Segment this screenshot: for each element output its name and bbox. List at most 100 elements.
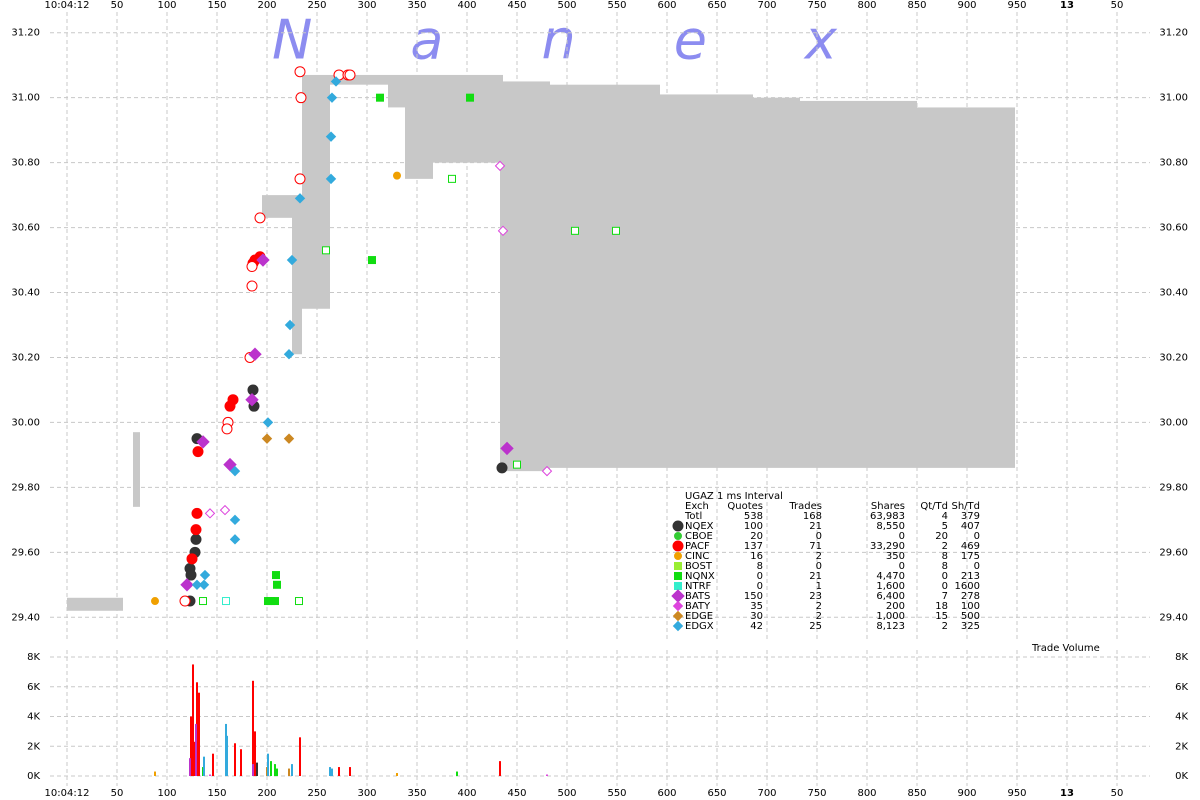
trade-marker xyxy=(223,457,237,472)
watermark: Nanex xyxy=(272,9,935,72)
legend-stat: 2 xyxy=(942,621,948,632)
legend-stat: 2 xyxy=(816,611,822,622)
legend-stat: 21 xyxy=(809,571,822,582)
trade-marker xyxy=(466,93,474,102)
trade-marker xyxy=(295,597,303,606)
legend-marker xyxy=(672,600,684,612)
legend-stat: 2 xyxy=(942,541,948,552)
legend-stat: 1,600 xyxy=(876,581,905,592)
x-tick-label: 650 xyxy=(707,0,726,11)
legend-stat: 200 xyxy=(886,601,905,612)
trade-marker xyxy=(283,433,295,444)
nbbo-spread xyxy=(388,74,405,108)
legend-stat: 25 xyxy=(809,621,822,632)
legend-header: Qt/Td xyxy=(920,501,948,512)
legend-stat: 18 xyxy=(935,601,948,612)
y-tick-label: 30.20 xyxy=(1159,352,1188,363)
x-tick-label: 13 xyxy=(1060,0,1074,11)
x-tick-label: 800 xyxy=(857,788,876,799)
trade-marker xyxy=(199,569,211,581)
legend-stat: 71 xyxy=(809,541,822,552)
x-tick-label: 550 xyxy=(607,788,626,799)
trade-marker xyxy=(344,69,356,81)
trade-marker xyxy=(186,553,198,565)
trade-marker xyxy=(191,507,203,519)
trade-marker xyxy=(612,226,620,235)
y-tick-label: 30.80 xyxy=(11,158,40,169)
x-tick-label: 700 xyxy=(757,788,776,799)
nbbo-spread xyxy=(800,100,917,468)
trade-marker xyxy=(286,254,298,266)
y2-tick-label: 4K xyxy=(27,712,40,723)
y-tick-label: 29.40 xyxy=(11,612,40,623)
trade-marker xyxy=(190,533,202,545)
legend-stat: 7 xyxy=(942,591,948,602)
trade-marker xyxy=(198,579,210,591)
x-tick-label: 800 xyxy=(857,0,876,11)
legend-stat: 0 xyxy=(899,561,905,572)
x-tick-label: 400 xyxy=(457,788,476,799)
legend-stat: 30 xyxy=(750,611,763,622)
x-tick-label: 450 xyxy=(507,0,526,11)
y-tick-label: 29.80 xyxy=(11,482,40,493)
legend-name: BOST xyxy=(685,561,713,572)
nbbo-spread xyxy=(262,195,292,218)
legend-header: Sh/Td xyxy=(951,501,980,512)
x-tick-label: 500 xyxy=(557,788,576,799)
volume-bar xyxy=(254,731,256,776)
y2-tick-label: 2K xyxy=(27,741,40,752)
legend-stat: 0 xyxy=(899,531,905,542)
trade-marker xyxy=(271,597,279,606)
legend-name: CBOE xyxy=(685,531,713,542)
legend-stat: 1,000 xyxy=(876,611,905,622)
legend-marker xyxy=(674,552,682,560)
x-tick-label: 50 xyxy=(111,0,124,11)
nbbo-spread xyxy=(133,432,140,507)
x-tick-label: 150 xyxy=(207,0,226,11)
y-tick-label: 31.00 xyxy=(11,93,40,104)
trade-marker xyxy=(190,524,202,536)
x-tick-label: 350 xyxy=(407,788,426,799)
legend-stat: 15 xyxy=(935,611,948,622)
y-tick-label: 30.00 xyxy=(11,417,40,428)
legend-stat: 4,470 xyxy=(876,571,905,582)
trade-marker xyxy=(229,534,241,545)
volume-bar xyxy=(396,773,398,776)
x-tick-label: 350 xyxy=(407,0,426,11)
volume-bar xyxy=(209,774,211,776)
trade-marker xyxy=(247,384,259,396)
trade-marker xyxy=(500,441,514,456)
volume-bar xyxy=(212,753,214,776)
trade-marker xyxy=(322,246,330,255)
x-tick-label: 750 xyxy=(807,0,826,11)
x-tick-label: 150 xyxy=(207,788,226,799)
trade-marker xyxy=(283,349,295,360)
x-tick-label: 100 xyxy=(157,0,176,11)
trade-marker xyxy=(256,253,270,267)
trade-marker xyxy=(496,462,508,474)
legend-stat: 42 xyxy=(750,621,763,632)
y2-tick-label: 4K xyxy=(1175,712,1188,723)
volume-bar xyxy=(240,749,242,776)
trade-marker xyxy=(368,256,376,265)
trade-marker xyxy=(185,569,197,581)
volume-bar xyxy=(338,767,340,776)
x-tick-label: 50 xyxy=(1111,788,1124,799)
x-tick-label: 850 xyxy=(907,0,926,11)
x-tick-label: 100 xyxy=(157,788,176,799)
volume-bar xyxy=(198,692,200,776)
volume-bar xyxy=(270,761,272,776)
y2-tick-label: 8K xyxy=(1175,652,1188,663)
y-tick-label: 30.40 xyxy=(11,288,40,299)
trade-marker xyxy=(326,92,338,103)
volume-bar xyxy=(192,664,194,776)
x-tick-label: 300 xyxy=(357,0,376,11)
volume-bar xyxy=(274,764,276,776)
volume-bar xyxy=(329,767,331,776)
y2-tick-label: 8K xyxy=(27,652,40,663)
y2-tick-label: 0K xyxy=(1175,771,1188,782)
trade-marker xyxy=(325,131,337,142)
volume-bar xyxy=(499,761,501,776)
legend-stat: 278 xyxy=(961,591,980,602)
legend-stat: 379 xyxy=(961,511,980,522)
